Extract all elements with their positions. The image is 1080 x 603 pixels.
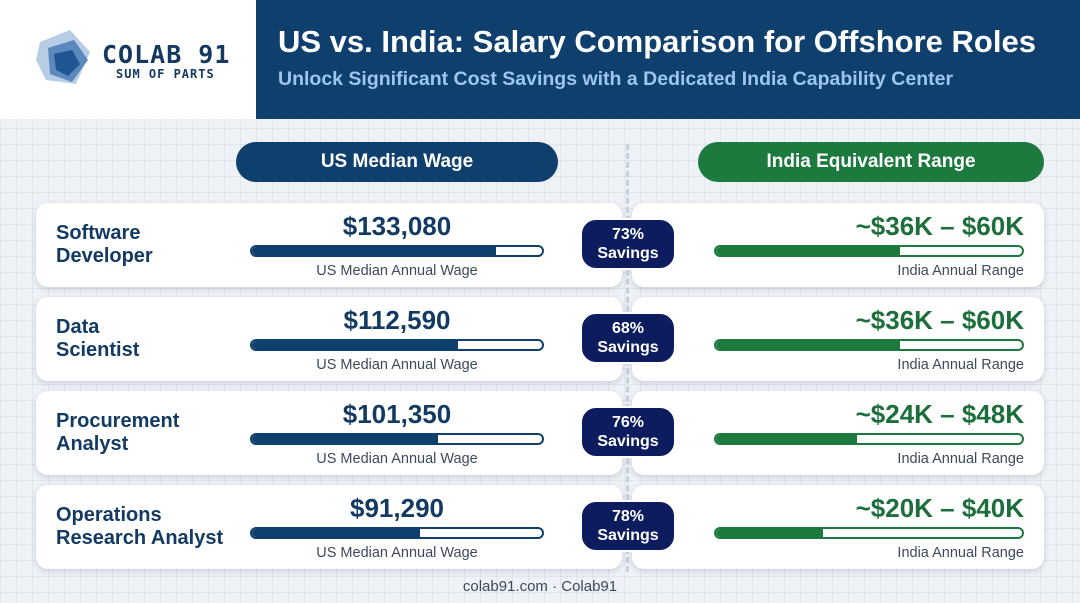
us-wage-bar xyxy=(250,245,544,257)
role-name: Procurement Analyst xyxy=(56,410,179,456)
role-name-line: Software xyxy=(56,222,141,244)
us-wage-bar xyxy=(250,527,544,539)
page-subtitle: Unlock Significant Cost Savings with a D… xyxy=(278,68,954,90)
india-range-bar-fill xyxy=(716,247,900,255)
india-range-card: ~$20K – $40K India Annual Range xyxy=(632,485,1044,569)
us-wage-value: $101,350 xyxy=(342,399,452,429)
header: COLAB 91 SUM OF PARTS US vs. India: Sala… xyxy=(0,0,1080,119)
us-wage-value: $112,590 xyxy=(343,305,451,335)
us-column-header: US Median Wage xyxy=(236,142,558,182)
role-name-line: Procurement xyxy=(56,410,180,432)
savings-percent: 73% xyxy=(611,226,645,243)
india-range-bar-fill xyxy=(716,529,824,537)
table-row: Software Developer $133,080 US Median Annua… xyxy=(36,203,1044,287)
india-range-value: ~$24K – $48K xyxy=(855,399,1024,429)
role-name: Data Scientist xyxy=(56,316,139,362)
us-wage-bar xyxy=(250,339,544,351)
us-wage-card: Operations Research Analyst $91,290 US Medi… xyxy=(36,485,622,569)
india-range-value: ~$36K – $60K xyxy=(855,211,1024,241)
us-wage-caption: US Median Annual Wage xyxy=(316,357,478,373)
us-wage-card: Software Developer $133,080 US Median Annua… xyxy=(36,203,622,287)
india-range-bar xyxy=(714,339,1024,351)
title-banner: US vs. India: Salary Comparison for Offs… xyxy=(256,0,1080,119)
us-wage-bar xyxy=(250,433,544,445)
brand-tagline: SUM OF PARTS xyxy=(116,67,215,81)
role-name-line: Developer xyxy=(56,245,153,267)
savings-label: Savings xyxy=(597,527,659,544)
savings-label: Savings xyxy=(597,245,659,262)
us-wage-card: Data Scientist $112,590 US Median Annual Wa… xyxy=(36,297,622,381)
savings-percent: 76% xyxy=(611,414,645,431)
savings-badge: 73% Savings xyxy=(580,218,676,270)
logo: COLAB 91 SUM OF PARTS xyxy=(0,0,256,119)
savings-badge: 76% Savings xyxy=(580,406,676,458)
us-wage-bar-fill xyxy=(252,529,421,537)
role-name-line: Scientist xyxy=(56,339,140,361)
india-range-bar xyxy=(714,433,1024,445)
us-wage-value: $133,080 xyxy=(342,211,452,241)
page-title: US vs. India: Salary Comparison for Offs… xyxy=(278,24,1036,59)
role-name-line: Research Analyst xyxy=(56,527,224,549)
india-range-bar xyxy=(714,527,1024,539)
us-wage-bar-fill xyxy=(252,341,458,349)
savings-percent: 78% xyxy=(611,508,645,525)
india-range-caption: India Annual Range xyxy=(897,451,1024,467)
us-wage-caption: US Median Annual Wage xyxy=(316,451,478,467)
savings-badge: 78% Savings xyxy=(580,500,676,552)
india-range-caption: India Annual Range xyxy=(897,545,1024,561)
table-row: Procurement Analyst $101,350 US Median Annu… xyxy=(36,391,1044,475)
india-range-bar-fill xyxy=(716,341,900,349)
table-row: Operations Research Analyst $91,290 US Medi… xyxy=(36,485,1044,569)
india-range-caption: India Annual Range xyxy=(897,357,1024,373)
india-range-bar-fill xyxy=(716,435,857,443)
role-name-line: Data xyxy=(56,316,100,338)
savings-label: Savings xyxy=(597,433,659,450)
table-row: Data Scientist $112,590 US Median Annual Wa… xyxy=(36,297,1044,381)
us-wage-bar-fill xyxy=(252,435,438,443)
india-range-card: ~$36K – $60K India Annual Range xyxy=(632,203,1044,287)
role-name: Operations Research Analyst xyxy=(56,504,223,550)
india-range-card: ~$36K – $60K India Annual Range xyxy=(632,297,1044,381)
india-range-bar xyxy=(714,245,1024,257)
india-column-header: India Equivalent Range xyxy=(698,142,1044,182)
us-wage-caption: US Median Annual Wage xyxy=(316,545,478,561)
us-wage-bar-fill xyxy=(252,247,496,255)
us-wage-caption: US Median Annual Wage xyxy=(316,263,478,279)
us-wage-card: Procurement Analyst $101,350 US Median Annu… xyxy=(36,391,622,475)
savings-label: Savings xyxy=(597,339,659,356)
role-name-line: Analyst xyxy=(56,433,129,455)
india-range-card: ~$24K – $48K India Annual Range xyxy=(632,391,1044,475)
footer: colab91.com · Colab91 xyxy=(462,578,618,595)
india-range-value: ~$36K – $60K xyxy=(855,305,1024,335)
colab91-logo-icon xyxy=(36,30,90,84)
role-name-line: Operations xyxy=(56,504,162,526)
savings-badge: 68% Savings xyxy=(580,312,676,364)
savings-percent: 68% xyxy=(611,320,645,337)
us-wage-value: $91,290 xyxy=(350,493,444,523)
india-range-caption: India Annual Range xyxy=(897,263,1024,279)
role-name: Software Developer xyxy=(56,222,153,268)
brand-name: COLAB 91 xyxy=(102,40,231,69)
india-range-value: ~$20K – $40K xyxy=(855,493,1024,523)
